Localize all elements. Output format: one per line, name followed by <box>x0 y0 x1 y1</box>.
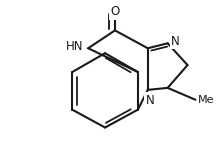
Text: HN: HN <box>66 39 84 52</box>
Text: O: O <box>110 5 120 18</box>
Text: N: N <box>171 35 180 48</box>
Text: N: N <box>146 94 154 107</box>
Text: Me: Me <box>198 95 215 105</box>
